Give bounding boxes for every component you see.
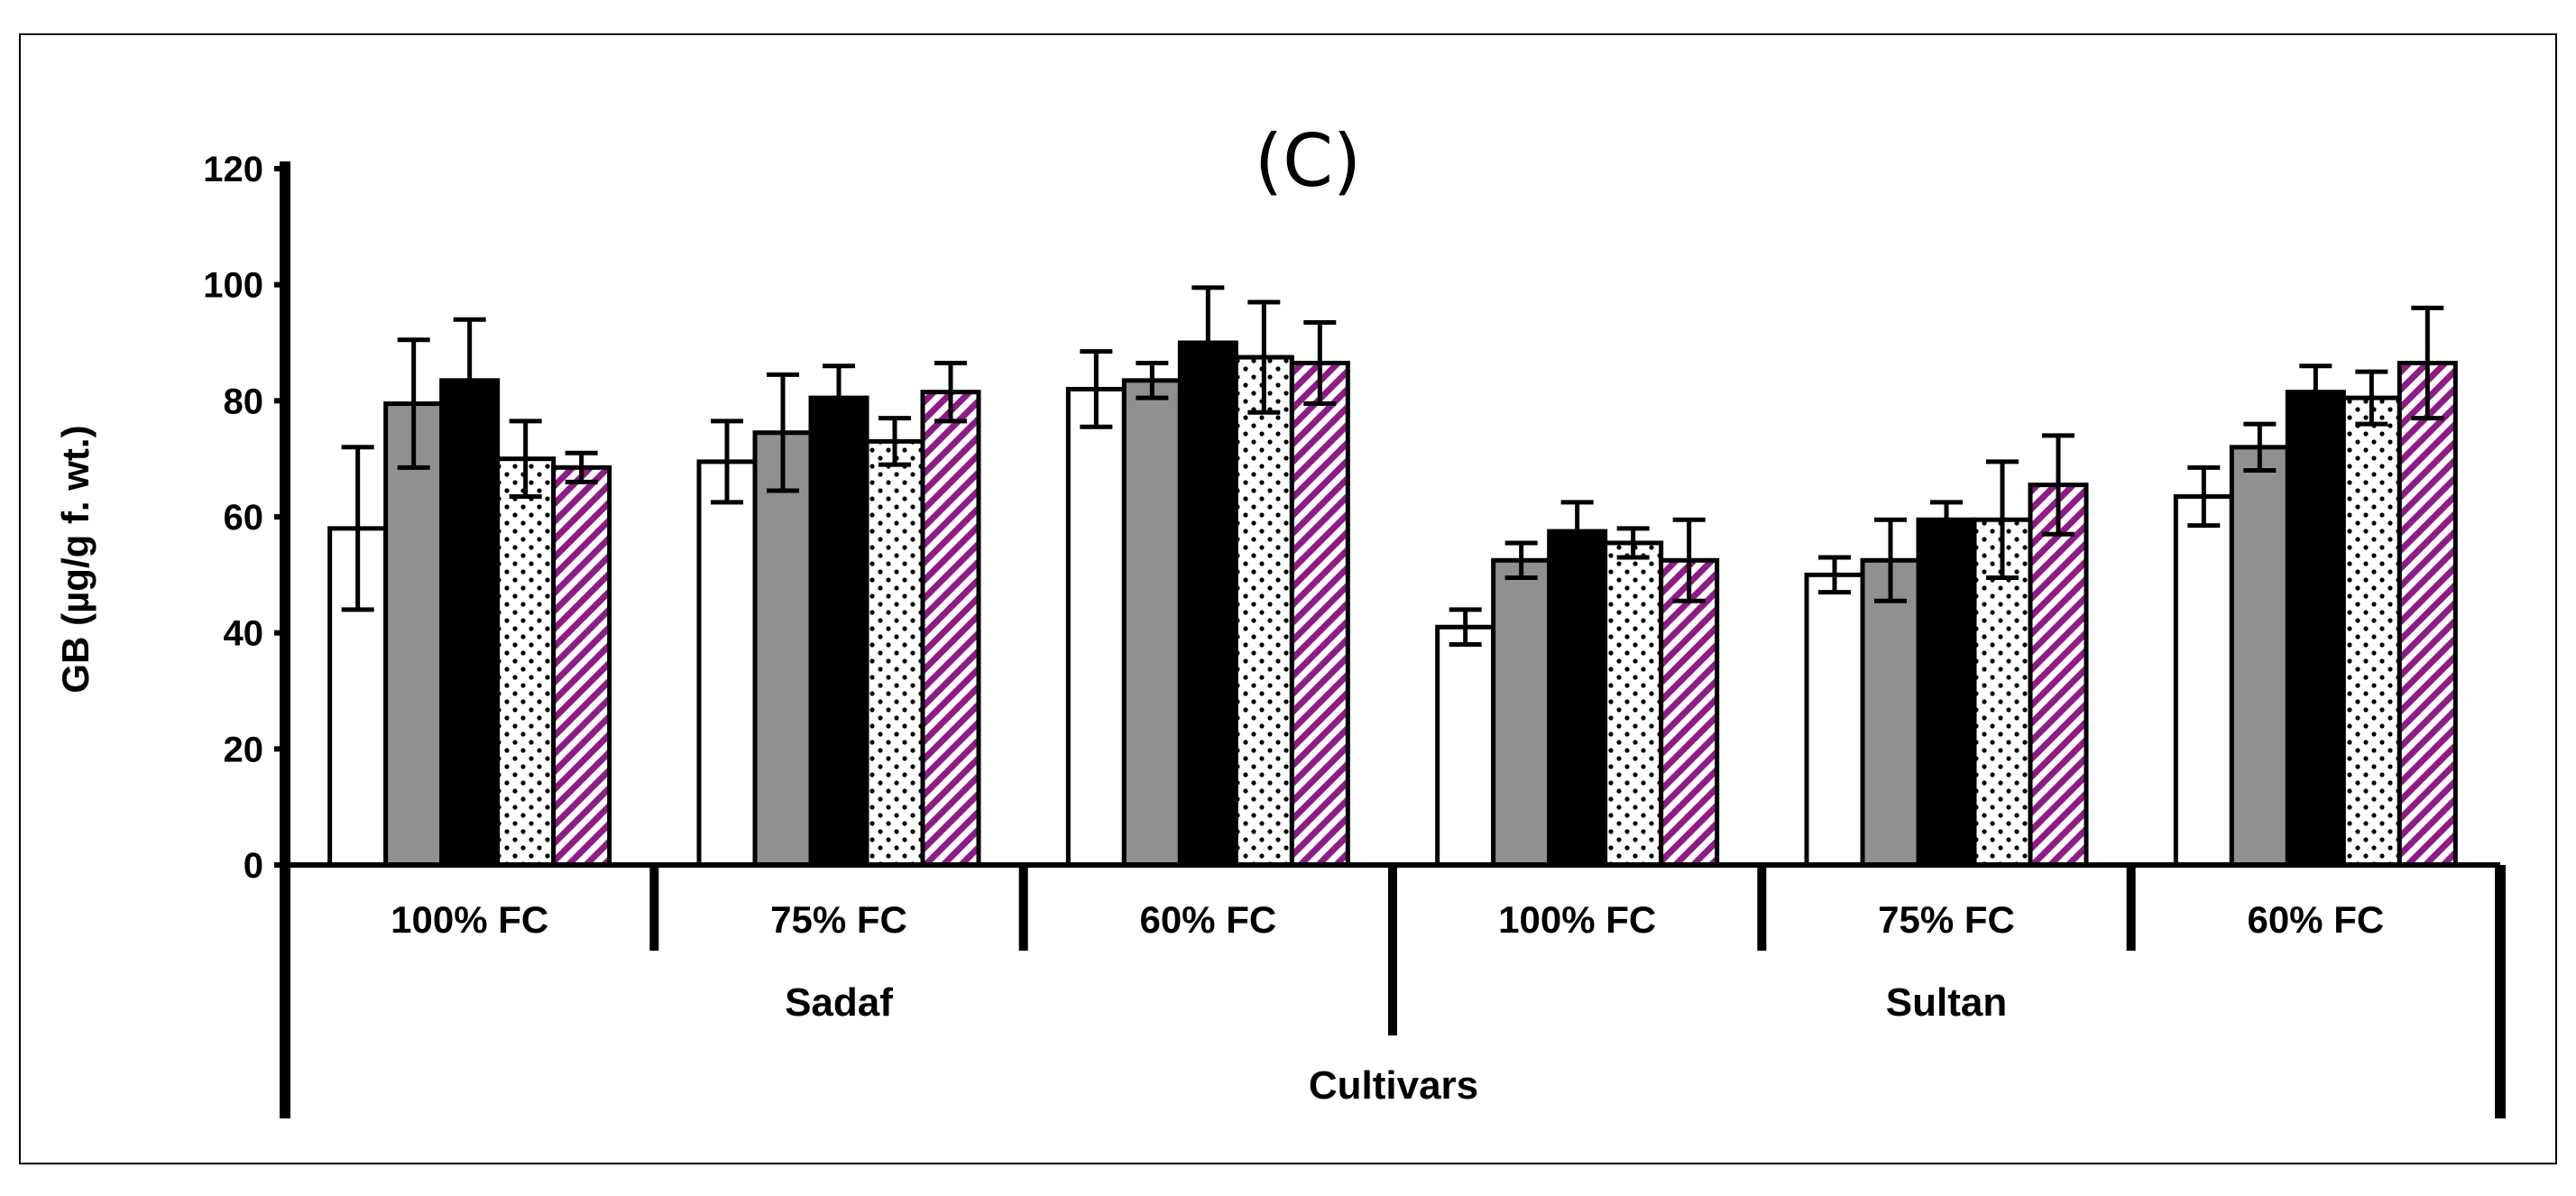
bar (2397, 361, 2458, 868)
bar (1289, 361, 1350, 868)
category-label: 75% FC (1878, 898, 2015, 941)
bar (2285, 390, 2346, 868)
bar (1659, 557, 1720, 868)
bar (1435, 624, 1496, 868)
y-axis-label: GB (µg/g f. wt.) (54, 425, 97, 693)
bar (1491, 557, 1552, 868)
bar (2028, 483, 2089, 868)
bar (752, 430, 814, 868)
bar (1860, 557, 1921, 868)
bar (1065, 386, 1127, 868)
figure-frame (19, 33, 2557, 1164)
bar (1177, 340, 1238, 868)
bar (495, 456, 557, 868)
category-label: 100% FC (391, 898, 548, 941)
bar (383, 401, 445, 868)
bar (808, 395, 869, 868)
bar (1916, 517, 1977, 868)
bar (551, 465, 612, 868)
y-tick-label-60: 60 (224, 498, 264, 538)
x-axis-label: Cultivars (1309, 1063, 1478, 1108)
y-tick-label-0: 0 (244, 846, 263, 886)
cultivar-label-sadaf: Sadaf (785, 980, 893, 1025)
bar (696, 459, 758, 868)
bar (1804, 572, 1865, 868)
category-label: 60% FC (2247, 898, 2384, 941)
bar (920, 390, 981, 868)
bar (2173, 493, 2234, 868)
bar (439, 378, 501, 868)
chart-title: (C) (1255, 119, 1361, 203)
bar (1603, 540, 1664, 868)
y-tick-label-120: 120 (203, 150, 263, 189)
y-tick-label-40: 40 (224, 614, 264, 654)
y-tick-label-80: 80 (224, 382, 264, 421)
bar (864, 438, 925, 868)
category-label: 100% FC (1498, 898, 1656, 941)
cultivar-label-sultan: Sultan (1886, 980, 2007, 1025)
y-tick-label-20: 20 (224, 730, 264, 769)
bar (1121, 378, 1182, 868)
category-label: 75% FC (770, 898, 907, 941)
y-tick-label-100: 100 (203, 266, 263, 306)
bar (2341, 395, 2402, 868)
category-label: 60% FC (1139, 898, 1276, 941)
bar (1547, 529, 1608, 868)
bar (1233, 354, 1294, 868)
bar (2229, 445, 2290, 868)
